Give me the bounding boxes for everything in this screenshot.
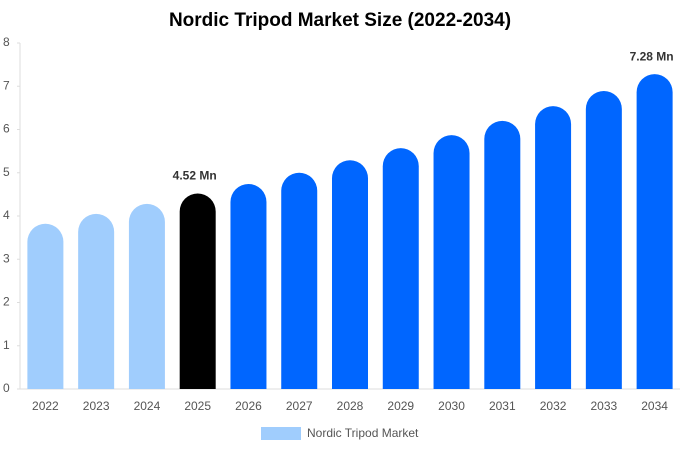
bar — [535, 106, 572, 389]
x-tick-label: 2033 — [590, 399, 617, 413]
bar — [332, 160, 368, 389]
x-tick-label: 2030 — [438, 399, 465, 413]
y-tick-label: 8 — [3, 35, 10, 49]
bar — [433, 135, 470, 389]
x-tick-label: 2034 — [641, 399, 668, 413]
bar — [230, 183, 267, 389]
x-tick-label: 2028 — [337, 399, 364, 413]
y-tick-label: 0 — [3, 381, 10, 395]
bar — [636, 74, 673, 389]
bar — [484, 120, 521, 389]
x-tick-label: 2022 — [32, 399, 59, 413]
y-tick-label: 2 — [3, 295, 10, 309]
bar — [382, 148, 419, 389]
bar — [128, 203, 165, 389]
y-tick-label: 6 — [3, 122, 10, 136]
x-tick-label: 2023 — [83, 399, 110, 413]
x-tick-label: 2026 — [235, 399, 262, 413]
chart-title: Nordic Tripod Market Size (2022-2034) — [169, 10, 511, 31]
bar — [78, 213, 115, 389]
x-tick-label: 2025 — [184, 399, 211, 413]
value-label: 7.28 Mn — [630, 49, 674, 63]
x-tick-label: 2032 — [540, 399, 567, 413]
legend-swatch — [261, 427, 301, 440]
y-tick-label: 5 — [3, 165, 10, 179]
bar — [179, 193, 216, 389]
y-tick-label: 4 — [3, 208, 10, 222]
value-label: 4.52 Mn — [173, 169, 217, 183]
y-tick-label: 7 — [3, 78, 10, 92]
bar — [27, 223, 64, 389]
x-tick-label: 2024 — [134, 399, 161, 413]
bar — [281, 172, 318, 389]
x-tick-label: 2031 — [489, 399, 516, 413]
bar — [585, 91, 622, 389]
legend-label: Nordic Tripod Market — [307, 426, 419, 440]
y-tick-label: 1 — [3, 338, 10, 352]
y-tick-label: 3 — [3, 251, 10, 265]
x-tick-label: 2029 — [387, 399, 414, 413]
x-tick-label: 2027 — [286, 399, 313, 413]
